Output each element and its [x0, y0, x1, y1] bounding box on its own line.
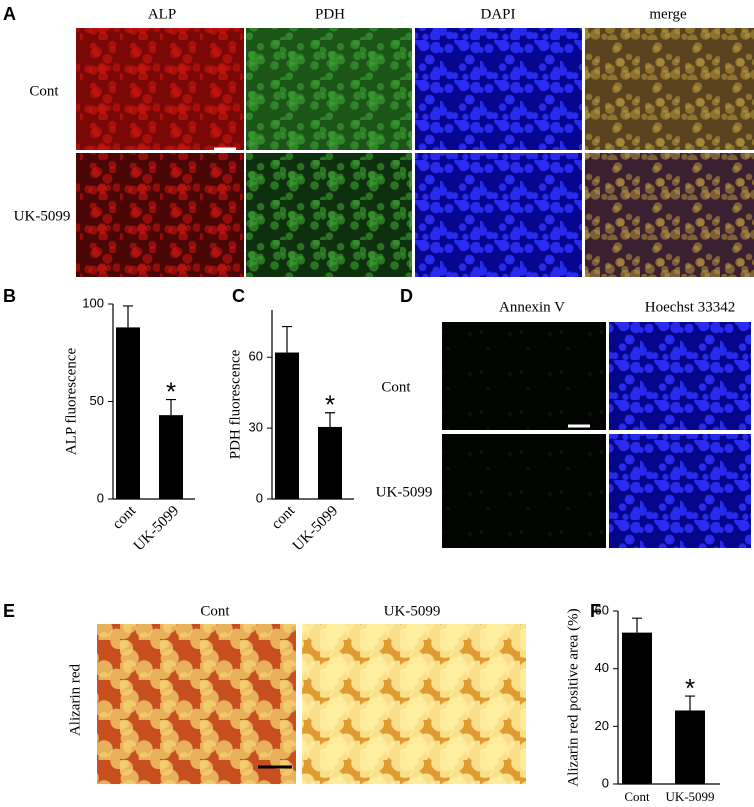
- error-bar: [282, 325, 292, 353]
- column-label: Cont: [200, 603, 230, 619]
- column-label: DAPI: [480, 6, 515, 22]
- y-tick-label: 20: [595, 718, 609, 733]
- panel-letter: B: [3, 286, 16, 306]
- column-label: Hoechst 33342: [645, 299, 735, 315]
- y-tick-label: 60: [595, 602, 609, 617]
- bar: [159, 415, 183, 499]
- y-tick-label: 60: [249, 349, 263, 364]
- micrographs: [76, 28, 754, 784]
- y-tick-label: 30: [249, 420, 263, 435]
- row-label: Alizarin red: [67, 663, 83, 736]
- panel-letter: D: [400, 286, 413, 306]
- error-bar: [123, 305, 133, 328]
- bar: [622, 632, 652, 784]
- bar: [318, 426, 342, 499]
- error-bar: [166, 398, 176, 416]
- column-label: Annexin V: [499, 299, 565, 315]
- y-tick-label: 0: [97, 490, 104, 505]
- row-label: Cont: [381, 379, 411, 395]
- x-tick-label: UK-5099: [665, 789, 714, 804]
- row-label: UK-5099: [14, 208, 71, 224]
- y-axis-label: ALP fluorescence: [63, 348, 79, 456]
- x-tick-label: cont: [110, 502, 140, 532]
- panel-letter: C: [232, 286, 245, 306]
- column-label: merge: [649, 6, 687, 22]
- row-label: UK-5099: [376, 484, 433, 500]
- bar: [275, 352, 299, 499]
- x-tick-label: Cont: [624, 789, 650, 804]
- annotation: *: [166, 376, 176, 406]
- bar: [116, 327, 140, 499]
- panel-letter: E: [3, 601, 15, 621]
- row-label: Cont: [29, 83, 59, 99]
- error-bar: [325, 412, 335, 427]
- y-tick-label: 50: [90, 393, 104, 408]
- y-axis-label: Alizarin red positive area (%): [565, 608, 581, 786]
- x-tick-label: UK-5099: [290, 503, 341, 554]
- error-bar: [685, 695, 695, 711]
- column-label: UK-5099: [384, 603, 441, 619]
- annotation: *: [685, 673, 695, 703]
- panel-letter: F: [590, 601, 601, 621]
- error-bar: [632, 617, 642, 633]
- y-tick-label: 40: [595, 660, 609, 675]
- x-tick-label: cont: [269, 502, 299, 532]
- annotation: *: [325, 390, 335, 420]
- y-tick-label: 0: [256, 490, 263, 505]
- column-label: ALP: [148, 6, 176, 22]
- y-axis-label: PDH fluorescence: [227, 349, 243, 459]
- x-tick-label: UK-5099: [131, 503, 182, 554]
- y-tick-label: 0: [602, 775, 609, 790]
- panel-letter: A: [3, 4, 16, 24]
- y-tick-label: 100: [82, 295, 104, 310]
- bar: [675, 710, 705, 784]
- column-label: PDH: [315, 6, 345, 22]
